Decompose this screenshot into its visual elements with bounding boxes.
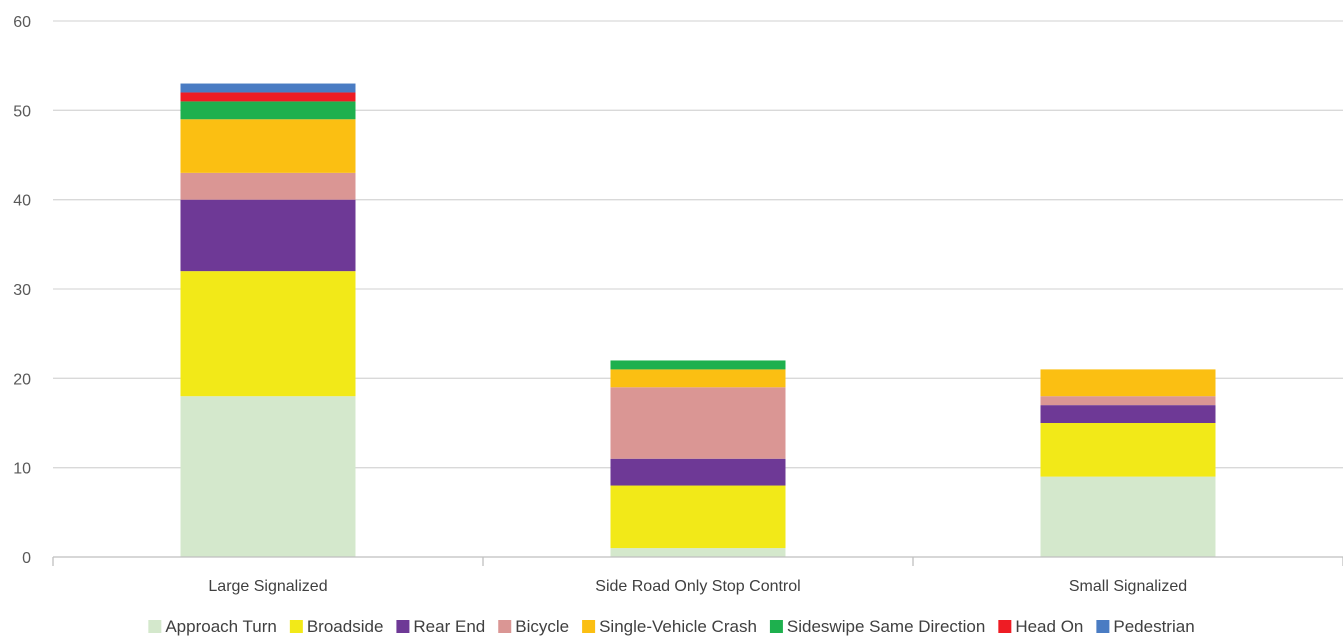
bar-segment	[180, 271, 356, 397]
y-tick-label: 10	[13, 461, 31, 478]
legend-label: Sideswipe Same Direction	[787, 617, 985, 636]
legend-label: Rear End	[413, 617, 485, 636]
legend-item[interactable]: Sideswipe Same Direction	[769, 617, 985, 636]
y-axis-ticks: 0 10 20 30 40 50 60	[13, 14, 31, 567]
legend-label: Pedestrian	[1113, 617, 1194, 636]
legend-swatch	[582, 620, 596, 633]
bar-segment	[610, 485, 786, 549]
y-tick-label: 50	[13, 103, 31, 120]
legend-item[interactable]: Head On	[998, 617, 1083, 636]
legend-item[interactable]: Broadside	[289, 617, 384, 636]
legend-label: Head On	[1015, 617, 1083, 636]
legend-swatch	[396, 620, 410, 633]
bar-segment	[1040, 423, 1216, 477]
bar-segment	[1040, 405, 1216, 423]
legend-swatch	[498, 620, 512, 633]
bars	[180, 83, 1216, 557]
y-tick-label: 30	[13, 282, 31, 299]
legend-label: Broadside	[307, 617, 384, 636]
y-tick-label: 20	[13, 371, 31, 388]
y-tick-label: 60	[13, 14, 31, 31]
bar-segment	[610, 458, 786, 486]
y-tick-label: 0	[22, 550, 31, 567]
x-category-label: Small Signalized	[1069, 578, 1187, 595]
bar-segment	[610, 360, 786, 370]
bar-segment	[610, 387, 786, 459]
legend-swatch	[148, 620, 162, 633]
legend-swatch	[1096, 620, 1110, 633]
y-tick-label: 40	[13, 193, 31, 210]
legend-label: Bicycle	[515, 617, 569, 636]
legend-item[interactable]: Single-Vehicle Crash	[582, 617, 757, 636]
x-axis	[52, 556, 1343, 566]
x-category-label: Side Road Only Stop Control	[595, 578, 800, 595]
legend-item[interactable]: Rear End	[396, 617, 485, 636]
legend-label: Single-Vehicle Crash	[599, 617, 757, 636]
x-category-label: Large Signalized	[208, 578, 327, 595]
legend-item[interactable]: Approach Turn	[148, 617, 277, 636]
bar-segment	[610, 369, 786, 388]
bar-segment	[180, 396, 356, 557]
legend-swatch	[289, 620, 303, 633]
bar-segment	[180, 172, 356, 200]
bar-segment	[1040, 369, 1216, 397]
bar-segment	[180, 119, 356, 173]
bar-segment	[180, 83, 356, 93]
bar-segment	[610, 548, 786, 557]
legend-item[interactable]: Bicycle	[498, 617, 569, 636]
legend-item[interactable]: Pedestrian	[1096, 617, 1195, 636]
bar-segment	[180, 101, 356, 120]
legend-swatch	[769, 620, 783, 633]
x-axis-categories: Large Signalized Side Road Only Stop Cont…	[208, 578, 1187, 595]
bar-segment	[180, 92, 356, 102]
legend-label: Approach Turn	[165, 617, 277, 636]
legend-swatch	[998, 620, 1012, 633]
bar-segment	[1040, 476, 1216, 557]
bar-segment	[1040, 396, 1216, 406]
legend[interactable]: Approach Turn Broadside Rear End Bicycle Sin…	[148, 617, 1195, 636]
bar-segment	[180, 199, 356, 272]
